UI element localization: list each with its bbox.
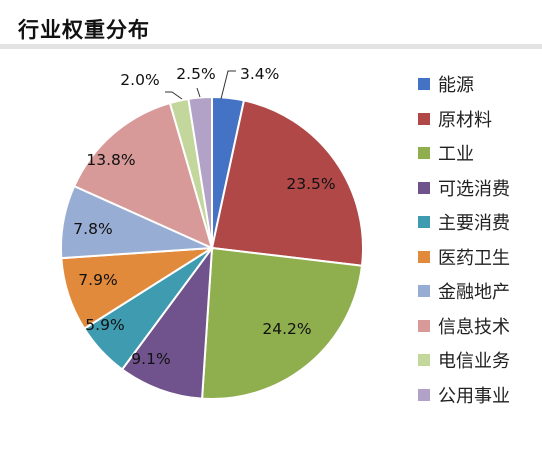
data-label-1: 3.4% [240, 65, 279, 83]
data-label-5: 5.9% [85, 316, 124, 334]
data-label-8: 13.8% [86, 151, 135, 169]
legend-label: 医药卫生 [438, 247, 510, 269]
data-label-3: 24.2% [262, 320, 311, 338]
legend-swatch [418, 181, 430, 194]
data-label-6: 7.9% [78, 271, 117, 289]
title-underline [0, 44, 542, 49]
legend-item: 主要消费 [418, 210, 510, 234]
legend-item: 能源 [418, 72, 510, 96]
leader-line-10 [196, 87, 201, 98]
legend-swatch [418, 250, 430, 263]
legend-swatch [418, 112, 430, 125]
legend-label: 工业 [438, 144, 474, 165]
legend-label: 可选消费 [438, 178, 510, 200]
legend-label: 金融地产 [438, 282, 510, 303]
legend-label: 能源 [438, 75, 474, 96]
legend-swatch [418, 319, 430, 332]
legend-swatch [418, 388, 430, 401]
leader-line-9 [165, 91, 183, 100]
legend-label: 主要消费 [438, 213, 510, 234]
legend-label: 信息技术 [438, 316, 510, 338]
data-label-4: 9.1% [131, 350, 170, 368]
legend-label: 原材料 [438, 109, 492, 131]
legend-swatch [418, 216, 430, 228]
legend-item: 电信业务 [418, 348, 510, 372]
legend-item: 公用事业 [418, 383, 510, 407]
legend-swatch [418, 285, 430, 297]
pie-slice-4 [120, 244, 214, 400]
pie-slice-3 [200, 246, 364, 400]
legend-item: 原材料 [418, 107, 510, 131]
data-label-9: 2.0% [120, 71, 159, 89]
legend-label: 电信业务 [438, 351, 510, 372]
leader-line-1 [220, 70, 236, 100]
legend-item: 金融地产 [418, 279, 510, 303]
chart-title: 行业权重分布 [18, 18, 150, 42]
legend-item: 信息技术 [418, 314, 510, 338]
data-label-7: 7.8% [73, 220, 112, 238]
data-label-10: 2.5% [176, 65, 215, 83]
legend-swatch [418, 78, 430, 90]
pie-slice-10 [187, 95, 213, 249]
legend-swatch [418, 147, 430, 159]
legend-label: 公用事业 [438, 385, 510, 407]
legend-swatch [418, 354, 430, 366]
pie-slice-2 [210, 99, 364, 267]
pie-slice-8 [72, 101, 214, 250]
data-label-2: 23.5% [286, 175, 335, 193]
legend-item: 工业 [418, 141, 510, 165]
legend-item: 医药卫生 [418, 245, 510, 269]
legend-item: 可选消费 [418, 176, 510, 200]
chart-legend: 能源原材料工业可选消费主要消费医药卫生金融地产信息技术电信业务公用事业 [418, 72, 510, 407]
